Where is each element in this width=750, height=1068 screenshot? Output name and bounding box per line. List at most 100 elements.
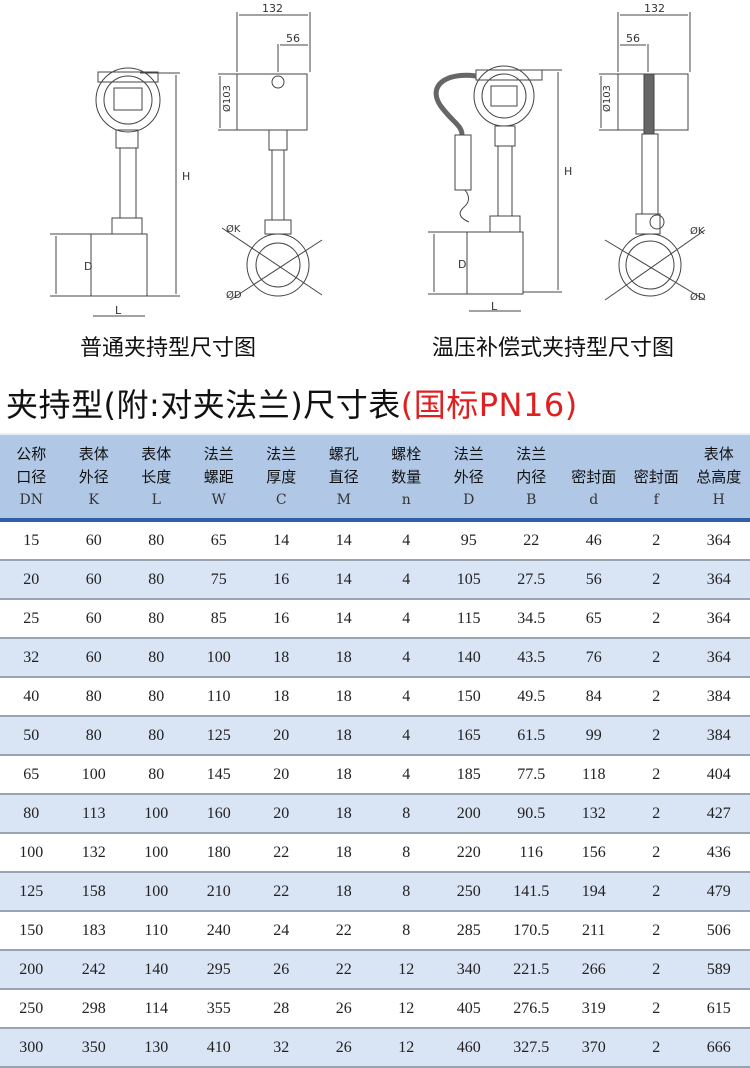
- title-main: 夹持型(附:对夹法兰)尺寸表: [6, 386, 401, 424]
- column-header-line1: 公称: [0, 443, 63, 466]
- column-header-line1: [563, 443, 626, 466]
- table-cell: 26: [250, 950, 313, 989]
- column-header-line1: 法兰: [500, 443, 563, 466]
- table-cell: 80: [125, 599, 188, 638]
- table-cell: 118: [563, 755, 626, 794]
- table-cell: 20: [250, 794, 313, 833]
- table-cell: 194: [563, 872, 626, 911]
- dim-label-width: 132: [644, 2, 665, 15]
- table-cell: 22: [313, 911, 376, 950]
- dim-label-offset: 56: [286, 32, 300, 45]
- table-cell: 18: [313, 833, 376, 872]
- table-cell: 130: [125, 1028, 188, 1067]
- table-cell: 298: [63, 989, 126, 1028]
- table-cell: 4: [375, 599, 438, 638]
- column-header-symbol: B: [500, 489, 563, 512]
- table-cell: 327.5: [500, 1028, 563, 1067]
- table-cell: 2: [625, 638, 688, 677]
- table-cell: 20: [0, 560, 63, 599]
- dim-label-od: ØD: [226, 289, 242, 301]
- table-cell: 16: [250, 599, 313, 638]
- table-cell: 8: [375, 872, 438, 911]
- table-cell: 20: [250, 716, 313, 755]
- table-cell: 22: [250, 833, 313, 872]
- column-header-line1: [625, 443, 688, 466]
- table-cell: 140: [125, 950, 188, 989]
- table-cell: 16: [250, 560, 313, 599]
- column-header-line1: 法兰: [188, 443, 251, 466]
- table-cell: 2: [625, 677, 688, 716]
- table-cell: 2: [625, 560, 688, 599]
- table-cell: 4: [375, 716, 438, 755]
- table-cell: 2: [625, 794, 688, 833]
- dim-label-d: D: [458, 258, 466, 271]
- table-cell: 114: [125, 989, 188, 1028]
- table-cell: 125: [0, 872, 63, 911]
- table-cell: 589: [688, 950, 750, 989]
- table-cell: 200: [0, 950, 63, 989]
- column-header-symbol: H: [688, 489, 750, 512]
- dim-label-h: H: [182, 170, 190, 183]
- table-cell: 85: [188, 599, 251, 638]
- column-header-line1: 法兰: [438, 443, 501, 466]
- table-cell: 615: [688, 989, 750, 1028]
- table-cell: 4: [375, 520, 438, 560]
- table-cell: 180: [188, 833, 251, 872]
- table-cell: 384: [688, 677, 750, 716]
- table-cell: 20: [250, 755, 313, 794]
- dim-label-k: ØK: [226, 223, 241, 235]
- standard-clamp-dimension-drawing: D L H 132 56 Ø103 ØK ØD: [40, 0, 370, 325]
- table-cell: 26: [313, 989, 376, 1028]
- table-cell: 84: [563, 677, 626, 716]
- table-cell: 145: [188, 755, 251, 794]
- table-cell: 60: [63, 520, 126, 560]
- column-header-line1: 螺栓: [375, 443, 438, 466]
- table-cell: 110: [188, 677, 251, 716]
- column-header-line2: 外径: [63, 466, 126, 489]
- table-cell: 60: [63, 560, 126, 599]
- table-cell: 405: [438, 989, 501, 1028]
- table-cell: 340: [438, 950, 501, 989]
- table-cell: 8: [375, 911, 438, 950]
- table-cell: 404: [688, 755, 750, 794]
- table-cell: 110: [125, 911, 188, 950]
- column-header-line2: 口径: [0, 466, 63, 489]
- table-cell: 80: [125, 638, 188, 677]
- dim-label-h: H: [564, 165, 572, 178]
- column-header-line2: 螺距: [188, 466, 251, 489]
- dim-label-d: D: [84, 260, 92, 273]
- column-header-symbol: W: [188, 489, 251, 512]
- table-cell: 242: [63, 950, 126, 989]
- column-header-line2: 长度: [125, 466, 188, 489]
- table-cell: 18: [313, 638, 376, 677]
- table-cell: 115: [438, 599, 501, 638]
- dim-label-od: ØD: [690, 291, 706, 303]
- table-cell: 2: [625, 599, 688, 638]
- table-cell: 14: [313, 560, 376, 599]
- table-cell: 40: [0, 677, 63, 716]
- dim-label-offset: 56: [626, 32, 640, 45]
- table-cell: 80: [125, 560, 188, 599]
- table-cell: 43.5: [500, 638, 563, 677]
- column-header-symbol: M: [313, 489, 376, 512]
- table-cell: 80: [63, 716, 126, 755]
- table-cell: 4: [375, 560, 438, 599]
- table-cell: 46: [563, 520, 626, 560]
- table-cell: 15: [0, 520, 63, 560]
- table-cell: 4: [375, 677, 438, 716]
- table-cell: 410: [188, 1028, 251, 1067]
- table-cell: 221.5: [500, 950, 563, 989]
- table-cell: 2: [625, 716, 688, 755]
- table-cell: 14: [250, 520, 313, 560]
- table-cell: 26: [313, 1028, 376, 1067]
- table-cell: 25: [0, 599, 63, 638]
